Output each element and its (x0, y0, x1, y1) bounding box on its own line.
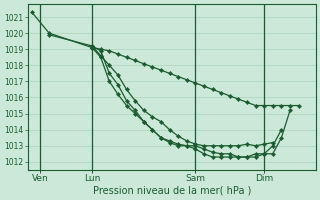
X-axis label: Pression niveau de la mer( hPa ): Pression niveau de la mer( hPa ) (92, 186, 251, 196)
